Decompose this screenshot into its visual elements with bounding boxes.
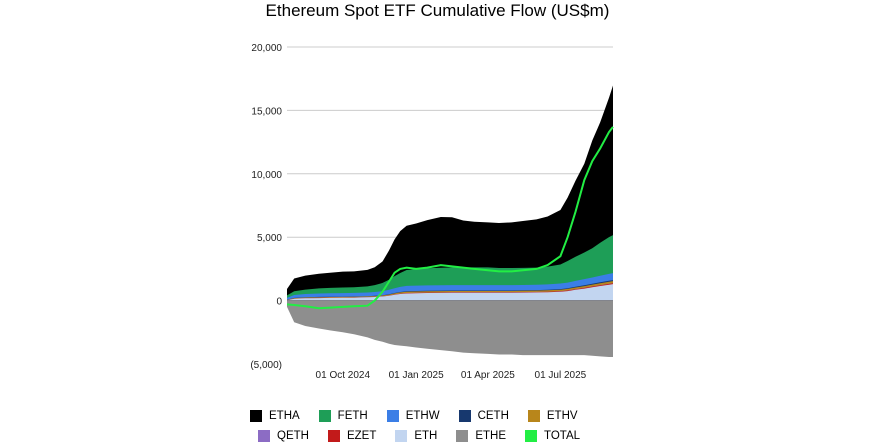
- legend-item-FETH: FETH: [318, 410, 368, 422]
- y-tick-label: 0: [276, 297, 282, 308]
- legend-swatch: [395, 430, 408, 442]
- legend-item-EZET: EZET: [327, 430, 377, 442]
- x-tick-label: 01 Jul 2025: [535, 370, 587, 381]
- legend-item-ETH: ETH: [395, 430, 437, 442]
- legend-label: ETHA: [269, 410, 300, 422]
- line-TOTAL: [286, 126, 614, 310]
- area-FETH: [287, 235, 613, 301]
- legend-label: ETHW: [405, 410, 440, 422]
- legend-item-ETHE: ETHE: [456, 430, 506, 442]
- y-tick-label: 15,000: [251, 106, 282, 117]
- legend-label: ETHV: [546, 410, 578, 422]
- chart-legend: ETHA FETH ETHW CETH ETHV QETH EZET ETH ETHE TOTA…: [250, 406, 630, 446]
- legend-swatch: [525, 430, 538, 442]
- legend-item-QETH: QETH: [258, 430, 309, 442]
- legend-row-2: QETH EZET ETH ETHE TOTAL: [250, 426, 630, 446]
- legend-item-CETH: CETH: [458, 410, 509, 422]
- legend-swatch: [456, 430, 469, 442]
- chart-title: Ethereum Spot ETF Cumulative Flow (US$m): [265, 1, 610, 20]
- legend-swatch: [327, 430, 340, 442]
- legend-row-1: ETHA FETH ETHW CETH ETHV: [250, 406, 630, 426]
- legend-swatch: [250, 410, 262, 422]
- legend-item-ETHW: ETHW: [386, 410, 440, 422]
- legend-swatch: [458, 410, 471, 422]
- y-tick-label: 5,000: [257, 233, 282, 244]
- legend-swatch: [386, 410, 399, 422]
- x-tick-label: 01 Apr 2025: [461, 370, 515, 381]
- area-ETH: [287, 284, 613, 301]
- x-tick-label: 01 Oct 2024: [316, 370, 371, 381]
- legend-item-ETHA: ETHA: [250, 410, 300, 422]
- legend-item-ETHV: ETHV: [527, 410, 578, 422]
- legend-label: FETH: [337, 410, 368, 422]
- y-tick-label: 10,000: [251, 170, 282, 181]
- legend-swatch: [318, 410, 331, 422]
- legend-label: ETH: [414, 430, 438, 442]
- legend-item-TOTAL: TOTAL: [525, 430, 580, 442]
- x-tick-label: 01 Jan 2025: [389, 370, 444, 381]
- area-ETHE: [287, 300, 613, 357]
- y-tick-label: 20,000: [251, 43, 282, 54]
- legend-label: TOTAL: [544, 430, 581, 442]
- legend-label: CETH: [477, 410, 509, 422]
- area-ETHA: [287, 85, 613, 301]
- legend-swatch: [527, 410, 540, 422]
- y-tick-label: (5,000): [250, 360, 282, 371]
- legend-label: QETH: [277, 430, 309, 442]
- legend-label: ETHE: [475, 430, 507, 442]
- legend-label: EZET: [346, 430, 377, 442]
- legend-swatch: [258, 430, 270, 442]
